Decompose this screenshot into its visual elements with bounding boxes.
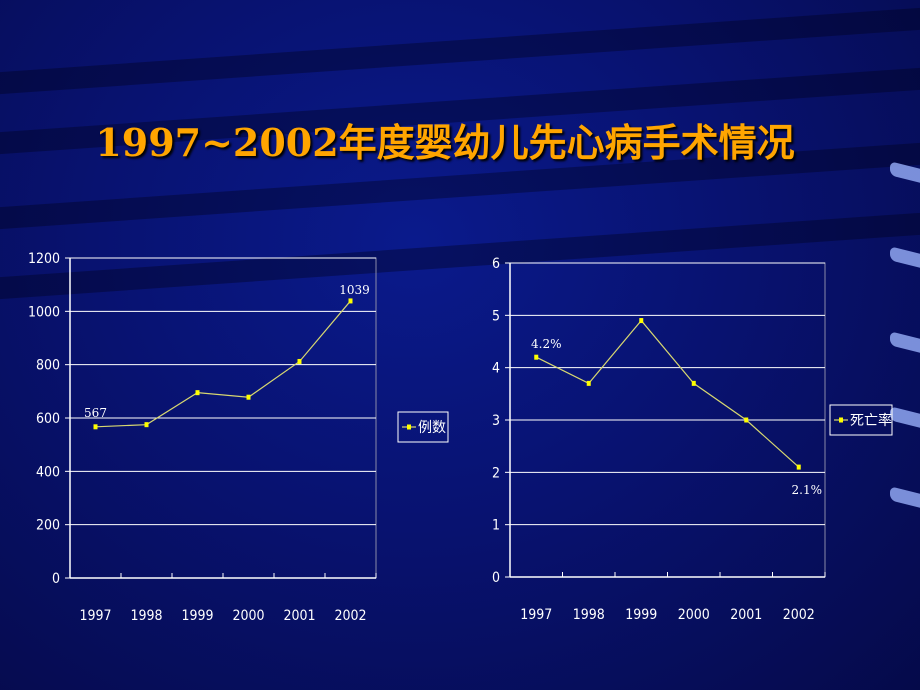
data-label: 1039 xyxy=(339,283,370,297)
data-point xyxy=(796,464,801,470)
data-label: 2.1% xyxy=(792,483,823,497)
x-tick-label: 1999 xyxy=(625,607,657,623)
y-tick-label: 1200 xyxy=(28,251,60,267)
y-tick-label: 4 xyxy=(492,361,500,377)
x-tick-label: 1998 xyxy=(130,608,162,624)
legend-label: 死亡率 xyxy=(850,412,892,429)
legend-label: 例数 xyxy=(418,420,446,436)
y-tick-label: 5 xyxy=(492,308,500,324)
data-point xyxy=(246,394,251,400)
y-tick-label: 400 xyxy=(36,464,60,480)
series-line xyxy=(95,300,351,428)
legend-box xyxy=(829,404,893,436)
x-tick-label: 2000 xyxy=(232,608,264,624)
y-tick-label: 800 xyxy=(36,358,60,374)
y-tick-label: 2 xyxy=(492,465,500,481)
data-point xyxy=(691,380,696,386)
legend-box xyxy=(397,411,449,443)
x-tick-label: 2001 xyxy=(730,607,762,623)
page-title: 1997~2002年度婴幼儿先心病手术情况 xyxy=(95,120,795,165)
data-point xyxy=(586,380,591,386)
data-point xyxy=(144,422,149,428)
legend-marker xyxy=(407,424,411,430)
x-tick-label: 1997 xyxy=(520,607,552,623)
y-tick-label: 0 xyxy=(52,571,60,587)
x-tick-label: 2000 xyxy=(678,607,710,623)
y-tick-label: 1000 xyxy=(28,304,60,320)
chart-2: 0 1 2 3 4 5 6 1997 1998 1999 2000 2001 2002 4.2% 2.1% 死… xyxy=(492,256,893,623)
x-tick-label: 2002 xyxy=(334,608,366,624)
data-point xyxy=(534,354,539,360)
y-tick-label: 3 xyxy=(492,413,500,429)
data-point xyxy=(93,424,98,430)
data-label: 4.2% xyxy=(531,337,562,351)
data-point xyxy=(348,298,353,304)
data-label: 567 xyxy=(84,406,107,420)
y-tick-label: 0 xyxy=(492,570,500,586)
x-tick-label: 1999 xyxy=(181,608,213,624)
x-tick-label: 1997 xyxy=(79,608,111,624)
x-tick-label: 2001 xyxy=(283,608,315,624)
data-point xyxy=(297,358,302,364)
legend-marker xyxy=(839,417,843,423)
data-point xyxy=(639,318,644,324)
data-point xyxy=(744,417,749,423)
y-tick-label: 200 xyxy=(36,518,60,534)
x-tick-label: 1998 xyxy=(573,607,605,623)
series-line xyxy=(535,319,800,468)
data-point xyxy=(195,390,200,396)
y-tick-label: 1 xyxy=(492,518,500,534)
y-tick-label: 600 xyxy=(36,411,60,427)
chart-1: 0 200 400 600 800 1000 1200 1997 1998 1999 2000 200… xyxy=(28,251,449,624)
y-tick-label: 6 xyxy=(492,256,500,272)
x-tick-label: 2002 xyxy=(783,607,815,623)
